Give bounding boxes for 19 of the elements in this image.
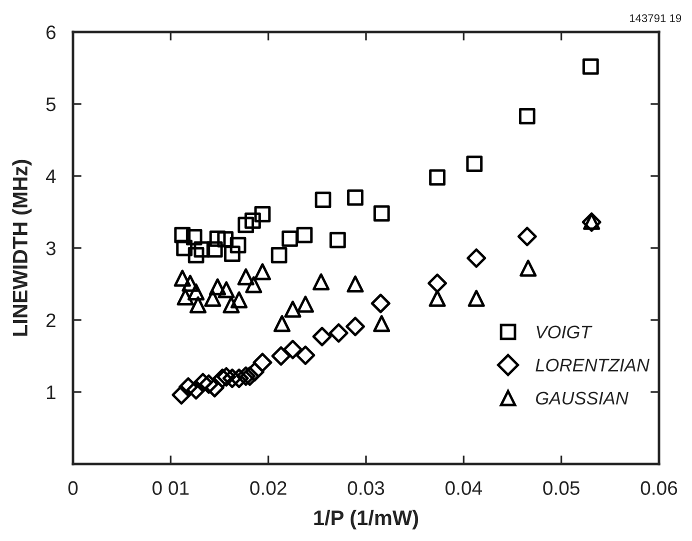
x-tick-label: 0.03 [348,481,384,495]
y-tick-label: 6 [46,25,56,40]
x-tick-label: 0.02 [250,481,286,495]
y-tick-label: 3 [46,241,56,256]
x-tick-label: 0.06 [640,481,678,495]
y-tick-label: 2 [46,313,56,328]
y-tick-label: 4 [46,170,56,184]
legend-label: GAUSSIAN [536,392,628,405]
x-tick-label: 0 [68,481,78,495]
x-axis-title: 1/P (1/mW) [314,510,418,530]
x-tick-label: 0.05 [543,481,580,495]
y-tick-label: 5 [46,98,56,112]
text: 143791 19 [630,14,682,22]
x-tick-label: 0.04 [446,481,482,495]
y-tick-label: 1 [47,386,56,400]
y-axis-title: LINEWIDTH (MHz) [12,160,32,336]
x-tick-label: 0 01 [152,481,189,495]
legend-label: LORENTZIAN [536,358,650,372]
legend-label: VOIGT [536,326,592,338]
